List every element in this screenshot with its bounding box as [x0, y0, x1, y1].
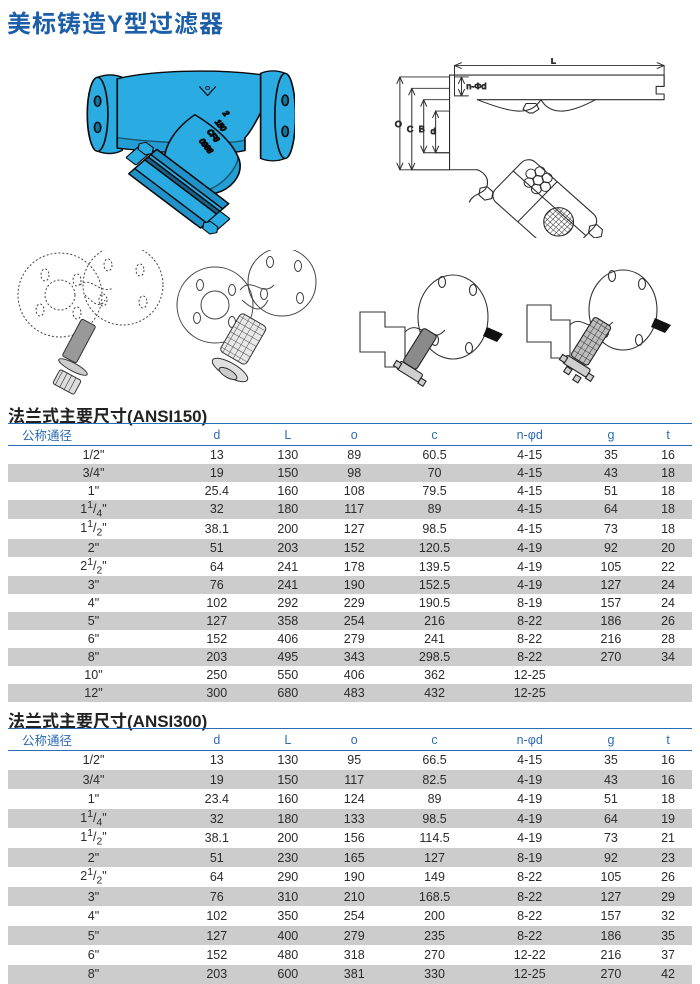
- svg-text:d: d: [431, 126, 436, 136]
- svg-text:B: B: [419, 124, 425, 134]
- svg-text:O: O: [395, 119, 402, 129]
- svg-text:L: L: [551, 58, 556, 66]
- svg-text:C: C: [407, 124, 413, 134]
- svg-text:n-Φd: n-Φd: [466, 81, 486, 91]
